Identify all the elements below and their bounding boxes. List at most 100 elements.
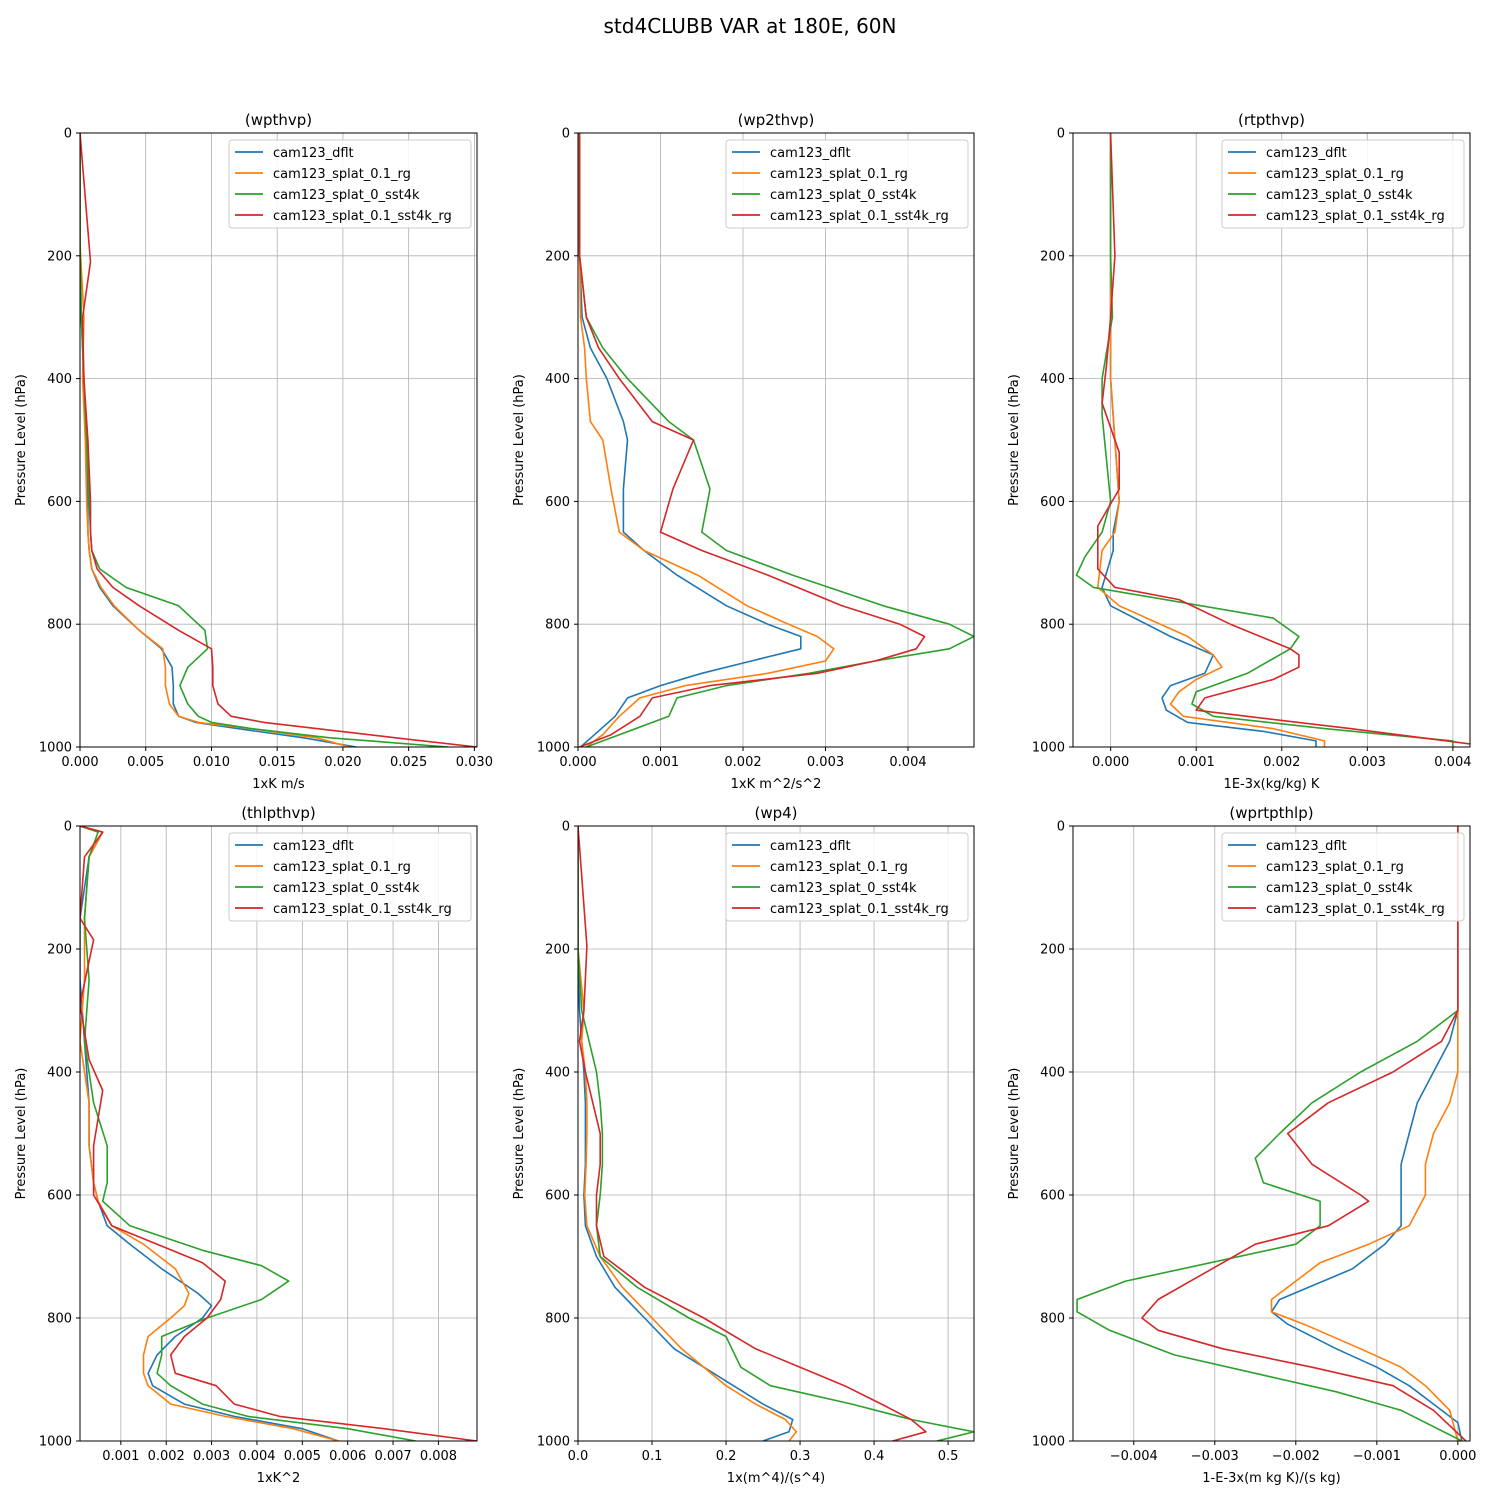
x-tick-label: 0.002 bbox=[1263, 755, 1300, 770]
y-axis-label: Pressure Level (hPa) bbox=[1007, 374, 1022, 506]
panel-title: (rtpthvp) bbox=[1238, 111, 1305, 129]
y-tick-label: 600 bbox=[47, 495, 72, 510]
legend-label-3: cam123_splat_0_sst4k bbox=[1266, 881, 1413, 896]
y-tick-label: 400 bbox=[1040, 1066, 1065, 1081]
chart-panel-5: 0.0 0.1 0.2 0.3 0.4 0.5 0 200 400 600 800 1000 (wp4)… bbox=[512, 804, 975, 1486]
y-tick-label: 600 bbox=[545, 1189, 570, 1204]
series-line-4 bbox=[1097, 133, 1470, 745]
x-tick-label: −0.002 bbox=[1272, 1449, 1320, 1464]
series-line-4 bbox=[80, 826, 477, 1441]
x-tick-label: 0.003 bbox=[193, 1449, 230, 1464]
y-tick-label: 1000 bbox=[537, 1435, 570, 1450]
series-line-4 bbox=[578, 133, 926, 747]
series-line-1 bbox=[80, 826, 339, 1441]
y-tick-label: 200 bbox=[47, 943, 72, 958]
y-tick-label: 800 bbox=[545, 618, 570, 633]
y-tick-label: 200 bbox=[47, 249, 72, 264]
legend: cam123_dflt cam123_splat_0.1_rg cam123_spl… bbox=[725, 832, 969, 922]
legend-label-4: cam123_splat_0.1_sst4k_rg bbox=[1266, 902, 1445, 917]
x-tick-label: 0.025 bbox=[390, 755, 427, 770]
x-tick-label: −0.003 bbox=[1191, 1449, 1239, 1464]
y-tick-label: 600 bbox=[1040, 495, 1065, 510]
y-tick-label: 200 bbox=[545, 249, 570, 264]
y-tick-label: 200 bbox=[545, 943, 570, 958]
legend-label-1: cam123_dflt bbox=[1266, 839, 1347, 854]
y-axis-label: Pressure Level (hPa) bbox=[14, 1068, 29, 1200]
panel-title: (wprtpthlp) bbox=[1229, 804, 1313, 822]
y-tick-label: 0 bbox=[64, 820, 72, 835]
series-line-3 bbox=[80, 826, 416, 1441]
panel-title: (thlpthvp) bbox=[241, 804, 316, 822]
y-tick-label: 200 bbox=[1040, 943, 1065, 958]
chart-panel-2: 0.000 0.001 0.002 0.003 0.004 0 200 400 600 800 10… bbox=[512, 111, 975, 792]
y-tick-label: 800 bbox=[47, 1312, 72, 1327]
y-tick-label: 400 bbox=[545, 372, 570, 387]
series-line-2 bbox=[578, 826, 798, 1441]
legend: cam123_dflt cam123_splat_0.1_rg cam123_spl… bbox=[228, 139, 472, 229]
x-tick-label: 0.005 bbox=[284, 1449, 321, 1464]
y-tick-label: 600 bbox=[545, 495, 570, 510]
x-tick-label: 0.000 bbox=[61, 755, 98, 770]
x-axis-label: 1xK^2 bbox=[257, 1471, 301, 1486]
legend-label-2: cam123_splat_0.1_rg bbox=[770, 860, 908, 875]
legend-label-3: cam123_splat_0_sst4k bbox=[770, 881, 917, 896]
y-axis-label: Pressure Level (hPa) bbox=[512, 374, 527, 506]
x-tick-label: 0.005 bbox=[127, 755, 164, 770]
x-tick-label: 0.3 bbox=[790, 1449, 811, 1464]
legend-box bbox=[725, 832, 969, 922]
chart-panel-6: −0.004 −0.003 −0.002 −0.001 0.000 0 200 400 600 8… bbox=[1007, 804, 1476, 1486]
y-tick-label: 800 bbox=[47, 618, 72, 633]
series-line-3 bbox=[578, 133, 974, 747]
axes-frame bbox=[577, 132, 975, 748]
x-tick-label: 0.001 bbox=[1178, 755, 1215, 770]
series-group bbox=[578, 826, 974, 1441]
chart-panel-3: 0.000 0.001 0.002 0.003 0.004 0 200 400 600 800 10… bbox=[1007, 111, 1471, 792]
series-line-1 bbox=[1270, 826, 1463, 1441]
y-tick-label: 1000 bbox=[537, 741, 570, 756]
legend: cam123_dflt cam123_splat_0.1_rg cam123_spl… bbox=[1221, 832, 1465, 922]
y-tick-label: 1000 bbox=[1032, 1435, 1065, 1450]
y-tick-label: 600 bbox=[1040, 1189, 1065, 1204]
x-tick-label: 0.010 bbox=[193, 755, 230, 770]
axes-frame bbox=[577, 825, 975, 1442]
x-tick-label: 0.030 bbox=[456, 755, 493, 770]
panel-title: (wpthvp) bbox=[245, 111, 312, 129]
chart-panel-4: 0.001 0.002 0.003 0.004 0.005 0.006 0.007 0.008… bbox=[14, 804, 478, 1486]
x-tick-label: 0.1 bbox=[642, 1449, 663, 1464]
series-line-3 bbox=[1076, 826, 1463, 1441]
axes-frame bbox=[79, 825, 478, 1442]
y-axis-label: Pressure Level (hPa) bbox=[512, 1068, 527, 1200]
legend: cam123_dflt cam123_splat_0.1_rg cam123_spl… bbox=[228, 832, 472, 922]
y-tick-label: 400 bbox=[1040, 372, 1065, 387]
series-group bbox=[1075, 133, 1470, 747]
y-tick-label: 0 bbox=[562, 127, 570, 142]
panel-title: (wp4) bbox=[754, 804, 797, 822]
series-line-2 bbox=[578, 133, 835, 747]
series-line-3 bbox=[1075, 133, 1454, 747]
x-tick-label: 0.003 bbox=[1349, 755, 1386, 770]
legend-label-2: cam123_splat_0.1_rg bbox=[1266, 167, 1404, 182]
y-tick-label: 1000 bbox=[39, 1435, 72, 1450]
series-line-4 bbox=[1141, 826, 1467, 1441]
x-tick-label: 0.4 bbox=[864, 1449, 885, 1464]
legend-label-1: cam123_dflt bbox=[273, 146, 354, 161]
x-axis-label: 1xK m/s bbox=[252, 777, 305, 792]
x-tick-label: 0.002 bbox=[724, 755, 761, 770]
x-tick-label: 0.000 bbox=[1092, 755, 1129, 770]
legend-label-2: cam123_splat_0.1_rg bbox=[273, 860, 411, 875]
x-tick-label: 0.0 bbox=[568, 1449, 589, 1464]
legend-label-4: cam123_splat_0.1_sst4k_rg bbox=[770, 902, 949, 917]
legend-label-1: cam123_dflt bbox=[1266, 146, 1347, 161]
series-group bbox=[1076, 826, 1467, 1441]
series-line-2 bbox=[80, 133, 350, 747]
y-tick-label: 600 bbox=[47, 1189, 72, 1204]
series-line-1 bbox=[578, 133, 802, 747]
x-axis-label: 1E-3x(kg/kg) K bbox=[1224, 777, 1320, 792]
x-tick-label: 0.5 bbox=[938, 1449, 959, 1464]
axes-frame bbox=[1072, 132, 1471, 748]
x-tick-label: 0.004 bbox=[889, 755, 926, 770]
series-group bbox=[578, 133, 974, 747]
x-tick-label: 0.008 bbox=[420, 1449, 457, 1464]
legend-box bbox=[228, 139, 472, 229]
